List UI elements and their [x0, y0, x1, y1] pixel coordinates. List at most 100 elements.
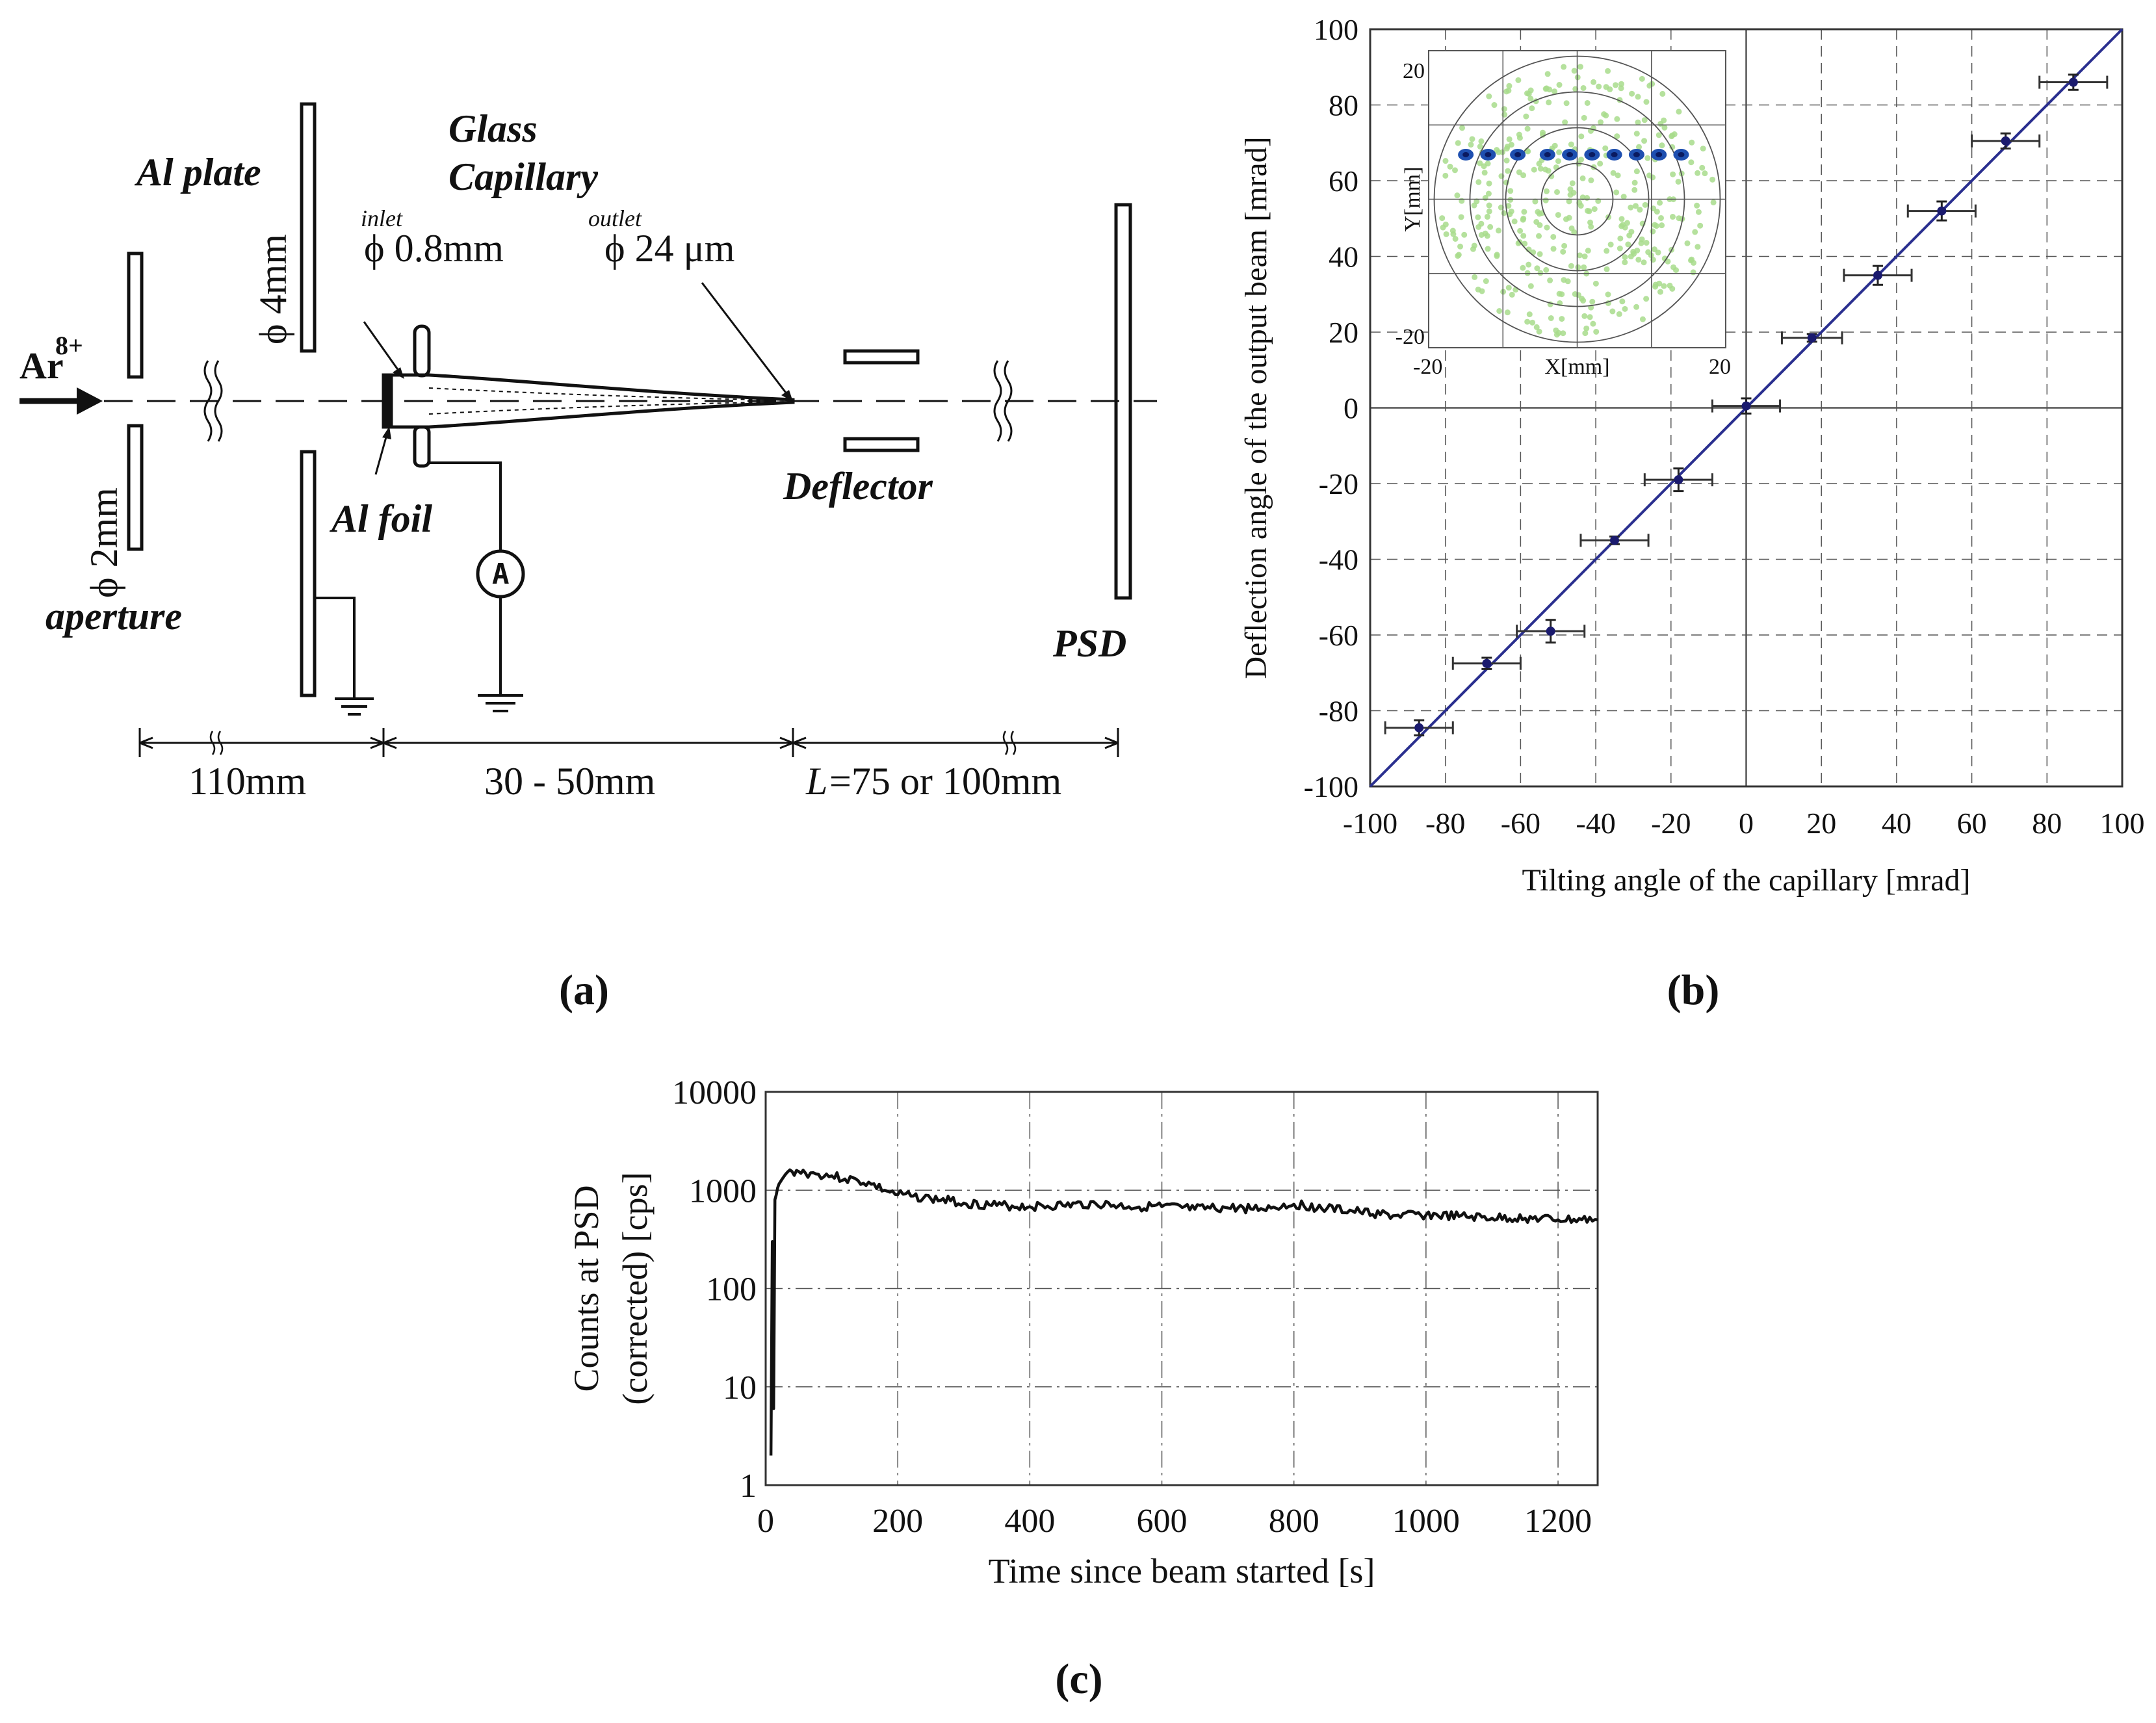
inset-count-dot: [1604, 266, 1610, 272]
inset-count-dot: [1587, 314, 1593, 320]
inset-count-dot: [1566, 198, 1572, 205]
inset-count-dot: [1580, 298, 1587, 304]
inset-count-dot: [1484, 214, 1490, 220]
inset-count-dot: [1506, 83, 1513, 89]
distance-1: 110mm: [188, 760, 306, 803]
aperture-diameter: ϕ 2mm: [83, 487, 125, 598]
inset-beam-core-6: [1611, 151, 1618, 157]
inset-count-dot: [1690, 269, 1696, 276]
inset-count-dot: [1578, 156, 1585, 162]
inset-count-dot: [1474, 198, 1480, 205]
y-axis-label-b: Deflection angle of the output beam [mra…: [1239, 136, 1273, 679]
inset-count-dot: [1605, 68, 1611, 74]
inset-count-dot: [1661, 283, 1667, 289]
inset-count-dot: [1478, 231, 1485, 238]
chart-c: 0 200 400 600 800 1000 1200 10000 1000 100 10 1 Time…: [567, 1074, 1599, 1703]
inset-count-dot: [1635, 94, 1641, 100]
inset-count-dot: [1454, 192, 1461, 199]
dim-arrows: [139, 736, 1119, 749]
inset-count-dot: [1560, 248, 1566, 255]
x-tick-label-c: 1200: [1524, 1503, 1592, 1540]
inset-count-dot: [1498, 173, 1505, 179]
y-tick-label-c: 1000: [689, 1172, 757, 1210]
inset-count-dot: [1475, 214, 1481, 220]
inset-count-dot: [1556, 149, 1563, 155]
inset-count-dot: [1517, 227, 1524, 234]
inset-count-dot: [1580, 84, 1587, 91]
inset-count-dot: [1561, 242, 1568, 249]
inset-count-dot: [1635, 256, 1642, 263]
inset-count-dot: [1676, 215, 1682, 222]
inset-count-dot: [1569, 180, 1576, 187]
inset-count-dot: [1700, 146, 1706, 152]
y-tick-label-b: -80: [1319, 695, 1358, 728]
inset-count-dot: [1591, 79, 1597, 85]
outlet-label: outlet: [588, 205, 642, 231]
inset-count-dot: [1478, 220, 1485, 227]
inset-count-dot: [1626, 232, 1633, 239]
inset-count-dot: [1479, 288, 1485, 294]
inset-count-dot: [1638, 240, 1644, 246]
inset-count-dot: [1628, 204, 1634, 211]
inset-count-dot: [1635, 119, 1641, 125]
inset-count-dot: [1520, 265, 1526, 271]
inset-count-dot: [1529, 319, 1536, 326]
inset-count-dot: [1505, 168, 1511, 174]
inset-count-dot: [1550, 233, 1557, 240]
caption-a: (a): [559, 966, 609, 1014]
inset-count-dot: [1442, 221, 1449, 227]
inset-count-dot: [1534, 265, 1540, 272]
psd-plate: [1114, 203, 1132, 600]
inset-count-dot: [1669, 214, 1676, 220]
point-marker: [1937, 206, 1947, 216]
inset-count-dot: [1481, 163, 1487, 170]
caption-c: (c): [1055, 1655, 1102, 1703]
y-tick-label-b: 80: [1329, 89, 1358, 122]
x-tick-label-c: 1000: [1392, 1503, 1460, 1540]
inset-count-dot: [1501, 111, 1508, 118]
data-point-b-1: [1451, 656, 1522, 670]
inset-count-dot: [1591, 206, 1598, 213]
inset-count-dot: [1641, 138, 1648, 144]
al-plate-top: [300, 102, 317, 353]
inset-count-dot: [1659, 90, 1666, 97]
inset-count-dot: [1596, 83, 1602, 90]
inset-count-dot: [1657, 289, 1663, 295]
inset-psd-image: 20 -20 -20 20 X[mm] Y[mm]: [1396, 50, 1731, 379]
inset-count-dot: [1656, 132, 1662, 138]
inset-count-dot: [1536, 233, 1542, 239]
y-tick-label-b: -60: [1319, 619, 1358, 652]
inset-beam-core-7: [1633, 151, 1640, 157]
inset-count-dot: [1501, 106, 1507, 112]
deflector-label: Deflector: [783, 465, 933, 508]
inset-count-dot: [1577, 252, 1583, 259]
inset-count-dot: [1582, 330, 1589, 337]
inset-count-dot: [1692, 229, 1698, 235]
outlet-leader-head: [781, 390, 793, 402]
inset-count-dot: [1455, 140, 1461, 146]
inset-count-dot: [1657, 120, 1664, 127]
inset-count-dot: [1503, 157, 1510, 164]
break-mark-1: [203, 360, 213, 442]
inset-count-dot: [1617, 245, 1623, 252]
inset-count-dot: [1643, 296, 1650, 302]
y-tick-label-b: 40: [1329, 240, 1358, 274]
point-marker: [1414, 723, 1424, 732]
inset-y-tick-top: 20: [1403, 59, 1425, 83]
inset-count-dot: [1501, 210, 1507, 216]
aperture-label: aperture: [45, 595, 182, 638]
inset-count-dot: [1506, 136, 1513, 142]
capillary-flange-top: [413, 324, 431, 378]
ion-arrow-head: [77, 387, 103, 415]
inset-count-dot: [1540, 129, 1546, 136]
point-marker: [1610, 536, 1620, 545]
aperture-plate-top: [127, 252, 144, 379]
inset-count-dot: [1527, 96, 1534, 102]
inset-y-label: Y[mm]: [1401, 166, 1425, 231]
x-tick-label-b: 0: [1739, 807, 1754, 840]
point-marker: [1873, 270, 1882, 280]
panel-a-schematic: [19, 102, 1157, 757]
inset-count-dot: [1658, 214, 1665, 221]
x-tick-label-b: -20: [1651, 807, 1691, 840]
series-counts-line: [769, 1168, 1598, 1456]
